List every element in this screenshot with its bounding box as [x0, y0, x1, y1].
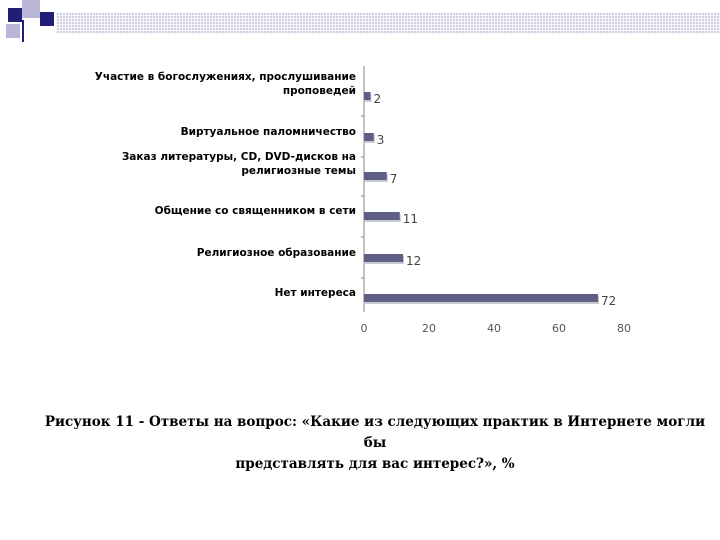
- bar: [364, 212, 400, 220]
- bar: [364, 172, 387, 180]
- decor-square: [22, 0, 40, 18]
- decor-line: [22, 20, 24, 42]
- x-tick-label: 20: [422, 322, 436, 335]
- bar: [364, 254, 403, 262]
- data-label: 2: [374, 92, 382, 106]
- bar: [364, 294, 598, 302]
- bar: [364, 92, 371, 100]
- chart-axes: [361, 66, 365, 312]
- category-label-line: религиозные темы: [241, 165, 356, 177]
- category-label: Заказ литературы, CD, DVD-дисков на религ…: [122, 151, 356, 177]
- category-label: Религиозное образование: [197, 247, 356, 259]
- x-tick-label: 0: [361, 322, 368, 335]
- x-tick-label: 60: [552, 322, 566, 335]
- x-tick-label: 80: [617, 322, 631, 335]
- caption-line-1: Рисунок 11 - Ответы на вопрос: «Какие из…: [44, 414, 706, 451]
- category-label-line: Общение со священником в сети: [155, 205, 356, 217]
- figure-caption: Рисунок 11 - Ответы на вопрос: «Какие из…: [40, 412, 710, 475]
- category-label-line: Заказ литературы, CD, DVD-дисков на: [122, 151, 356, 163]
- category-label-line: проповедей: [283, 85, 356, 97]
- data-label: 12: [406, 254, 421, 268]
- data-label: 7: [390, 172, 398, 186]
- data-label: 11: [403, 212, 418, 226]
- data-label: 72: [601, 294, 616, 308]
- slide-header-decoration: [0, 0, 720, 50]
- category-label-line: Нет интереса: [275, 287, 356, 299]
- decor-square: [8, 8, 22, 22]
- bar-chart: 0 20 40 60 80 2 Участие в богослужениях, просл…: [95, 66, 631, 335]
- category-label: Нет интереса: [275, 287, 356, 299]
- decor-square: [40, 12, 54, 26]
- category-label: Виртуальное паломничество: [181, 126, 356, 138]
- category-label-line: Виртуальное паломничество: [181, 126, 356, 138]
- x-tick-label: 40: [487, 322, 501, 335]
- data-label: 3: [377, 133, 385, 147]
- category-label: Общение со священником в сети: [155, 205, 356, 217]
- category-label: Участие в богослужениях, прослушивание пр…: [95, 71, 356, 97]
- category-label-line: Участие в богослужениях, прослушивание: [95, 71, 356, 83]
- decor-square: [6, 24, 20, 38]
- category-label-line: Религиозное образование: [197, 247, 356, 259]
- caption-line-2: представлять для вас интерес?», %: [235, 456, 515, 472]
- chart-labels: 0 20 40 60 80 2 Участие в богослужениях, просл…: [95, 71, 631, 335]
- chart-bars: [364, 92, 599, 304]
- decor-band: [56, 12, 720, 34]
- bar: [364, 133, 374, 141]
